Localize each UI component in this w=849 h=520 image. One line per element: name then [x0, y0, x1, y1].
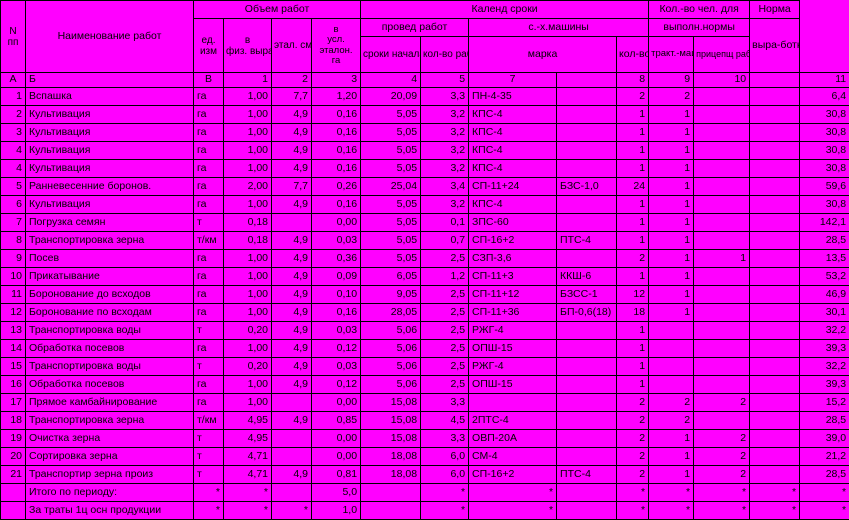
- table-row: 4Культивацияга1,004,90,165,053,2КПС-4113…: [1, 160, 849, 178]
- table-row: 20Сортировка зернат4,710,0018,086,0СМ-42…: [1, 448, 849, 466]
- table-row: 14Обработка посевовга1,004,90,125,062,5О…: [1, 340, 849, 358]
- table-row: 5Ранневесенние боронов.га2,007,70,2625,0…: [1, 178, 849, 196]
- footer-row: За траты 1ц осн продукции***1,0*******: [1, 502, 849, 520]
- table-row: 9Посевга1,004,90,365,052,5СЗП-3,621113,5: [1, 250, 849, 268]
- table-row: 10Прикатываниега1,004,90,096,051,2СП-11+…: [1, 268, 849, 286]
- table-row: 17Прямое камбайнированиега1,000,0015,083…: [1, 394, 849, 412]
- table-row: 15Транспортировка водыт0,204,90,035,062,…: [1, 358, 849, 376]
- table-row: 13Транспортировка водыт0,204,90,035,062,…: [1, 322, 849, 340]
- table-row: 11Боронование до всходовга1,004,90,109,0…: [1, 286, 849, 304]
- table-row: 4Культивацияга1,004,90,165,053,2КПС-4113…: [1, 142, 849, 160]
- table-row: 18Транспортировка зернат/км4,954,90,8515…: [1, 412, 849, 430]
- table-row: 1Вспашкага1,007,71,2020,093,3ПН-4-35226,…: [1, 88, 849, 106]
- table-row: 3Культивацияга1,004,90,165,053,2КПС-4113…: [1, 124, 849, 142]
- table-row: 21Транспортир зерна произт4,714,90,8118,…: [1, 466, 849, 484]
- table-row: 6Культивацияга1,004,90,165,053,2КПС-4113…: [1, 196, 849, 214]
- table-row: 19Очистка зернат4,950,0015,083,3ОВП-20А2…: [1, 430, 849, 448]
- table-row: 16Обработка посевовга1,004,90,125,062,5О…: [1, 376, 849, 394]
- footer-row: Итого по периоду:**5,0*******: [1, 484, 849, 502]
- table-row: 2Культивацияга1,004,90,165,053,2КПС-4113…: [1, 106, 849, 124]
- table-row: 8Транспортировка зернат/км0,184,90,035,0…: [1, 232, 849, 250]
- table-row: 12Боронование по всходамга1,004,90,1628,…: [1, 304, 849, 322]
- table-row: 7Погрузка семянт0,180,005,050,1ЗПС-60111…: [1, 214, 849, 232]
